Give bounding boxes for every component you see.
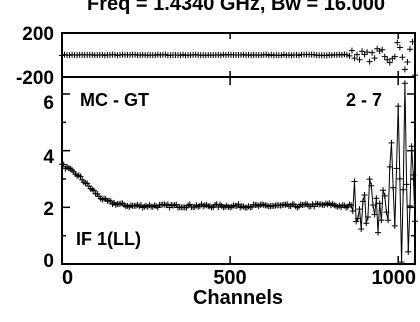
top-data-point	[101, 52, 108, 59]
axis-ticks	[61, 33, 415, 265]
data-marks	[59, 38, 418, 265]
top-data-point	[404, 58, 411, 65]
top-data-point	[111, 51, 118, 58]
top-data-point	[364, 49, 371, 56]
top-data-point	[217, 52, 224, 59]
bottom-y-tick-label: 0	[43, 251, 54, 272]
bottom-data-point	[77, 173, 84, 180]
top-data-point	[265, 52, 272, 59]
bottom-data-point	[60, 161, 67, 168]
bottom-data-point	[90, 187, 97, 194]
bottom-data-line	[375, 198, 379, 233]
bottom-data-point	[380, 187, 387, 194]
top-data-point	[89, 51, 96, 58]
bottom-data-line	[364, 194, 367, 224]
x-tick-label: 500	[213, 267, 246, 289]
bottom-y-tick-label: 6	[43, 93, 54, 114]
top-data-point	[369, 49, 376, 56]
bottom-data-line	[370, 185, 374, 206]
bottom-data-line	[387, 166, 391, 221]
top-data-point	[59, 52, 65, 59]
top-data-point	[177, 52, 184, 59]
bottom-data-line	[377, 203, 381, 233]
bottom-data-line	[407, 205, 411, 252]
bottom-data-line	[402, 83, 406, 190]
top-data-point	[396, 44, 403, 51]
top-data-point	[343, 51, 350, 58]
bottom-y-tick-label: 2	[43, 199, 54, 220]
top-data-point	[323, 52, 330, 59]
bottom-data-point	[363, 220, 370, 227]
top-data-point	[263, 51, 270, 58]
top-data-point	[346, 52, 353, 59]
bottom-data-line	[394, 168, 398, 226]
bottom-data-point	[412, 218, 418, 225]
bottom-data-line	[411, 146, 414, 176]
polarization-annotation: IF 1(LL)	[76, 229, 141, 249]
top-data-point	[341, 51, 348, 58]
bottom-data-line	[396, 106, 399, 169]
top-data-point	[99, 51, 106, 58]
top-data-point	[386, 59, 393, 66]
top-data-point	[376, 48, 383, 55]
bottom-data-point	[107, 198, 114, 205]
top-data-point	[406, 46, 413, 53]
top-data-point	[394, 39, 401, 46]
top-data-point	[409, 38, 416, 45]
top-data-point	[338, 52, 345, 59]
bottom-data-line	[360, 201, 364, 230]
baseline-annotation: MC - GT	[80, 90, 149, 110]
top-data-point	[180, 51, 187, 58]
top-data-point	[354, 51, 361, 58]
bottom-data-line	[353, 181, 357, 222]
top-data-point	[152, 52, 159, 59]
bottom-data-line	[380, 190, 384, 221]
top-data-point	[359, 48, 366, 55]
top-data-point	[391, 53, 398, 60]
x-tick-label: 1000	[372, 267, 417, 289]
top-data-point	[412, 72, 418, 79]
top-data-point	[381, 53, 388, 60]
top-y-tick-label: 200	[22, 24, 54, 45]
top-data-point	[348, 47, 355, 54]
bottom-data-point	[235, 201, 242, 208]
baseline-pair-annotation: 2 - 7	[346, 90, 382, 110]
bottom-data-line	[401, 189, 404, 263]
bottom-data-line	[406, 184, 409, 252]
top-data-point	[399, 54, 406, 61]
bottom-data-point	[164, 201, 171, 208]
top-data-point	[366, 58, 373, 65]
chart-title: Freq = 1.4340 GHz, Bw = 16.000	[87, 0, 385, 15]
bottom-data-line	[412, 174, 416, 222]
top-data-point	[162, 51, 169, 58]
bottom-panel-frame	[61, 76, 416, 265]
bottom-data-line	[397, 106, 401, 179]
bottom-y-tick-label: 4	[43, 147, 54, 168]
top-data-point	[356, 56, 363, 63]
bottom-data-line	[409, 146, 413, 206]
top-data-point	[379, 46, 386, 53]
bottom-data-line	[399, 178, 403, 263]
bottom-data-line	[367, 179, 371, 218]
top-data-point	[328, 52, 335, 59]
top-data-point	[384, 56, 391, 63]
bottom-data-line	[390, 142, 394, 188]
top-data-point	[351, 55, 358, 62]
top-data-point	[296, 52, 303, 59]
x-axis-label: Channels	[193, 287, 283, 309]
top-data-point	[401, 66, 408, 73]
top-data-point	[278, 52, 285, 59]
bottom-data-line	[404, 83, 408, 185]
x-tick-label: 0	[62, 267, 73, 289]
top-data-point	[268, 51, 275, 58]
top-y-tick-label: -200	[16, 68, 54, 89]
top-data-point	[61, 51, 68, 58]
top-data-point	[280, 51, 287, 58]
top-data-point	[371, 55, 378, 62]
